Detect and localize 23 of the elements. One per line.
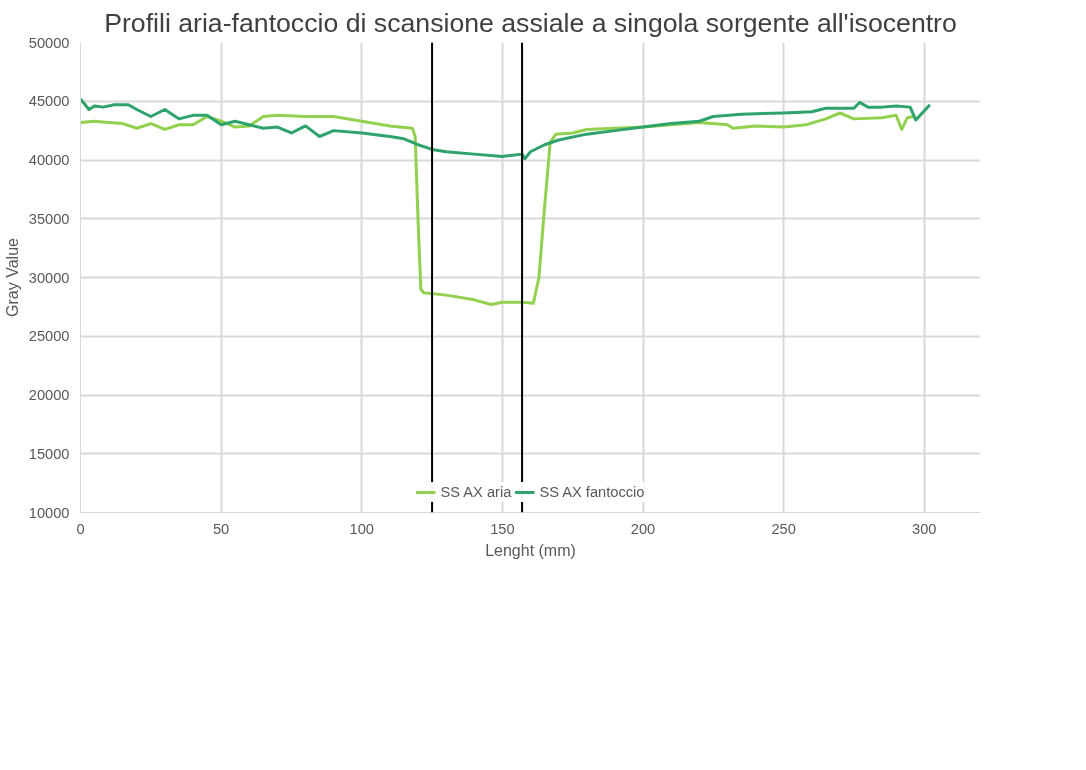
x-tick-label: 0 — [76, 520, 85, 537]
x-tick-label: 300 — [912, 520, 937, 537]
y-tick-label: 50000 — [28, 34, 70, 51]
x-tick-label: 200 — [630, 520, 656, 537]
y-axis-title: Gray Value — [3, 237, 21, 317]
y-tick-label: 20000 — [28, 387, 70, 403]
x-axis-title: Lenght (mm) — [485, 541, 576, 559]
legend-label: SS AX fantoccio — [539, 484, 645, 500]
y-tick-label: 45000 — [28, 93, 70, 110]
y-tick-label: 30000 — [28, 269, 70, 286]
x-tick-label: 100 — [349, 520, 374, 537]
legend-label: SS AX aria — [440, 484, 512, 500]
y-tick-label: 25000 — [28, 328, 70, 345]
line-series — [80, 97, 932, 161]
y-tick-label: 35000 — [28, 210, 70, 227]
line-series — [80, 111, 915, 307]
y-tick-label: 10000 — [28, 504, 70, 521]
chart-title: Profili aria-fantoccio di scansione assiale a singola sorgente all'isocentro — [104, 7, 957, 38]
y-tick-label: 40000 — [28, 152, 70, 168]
x-tick-label: 150 — [490, 520, 515, 537]
x-tick-label: 250 — [771, 520, 796, 537]
y-tick-label: 15000 — [28, 445, 70, 462]
x-tick-label: 50 — [212, 520, 230, 537]
